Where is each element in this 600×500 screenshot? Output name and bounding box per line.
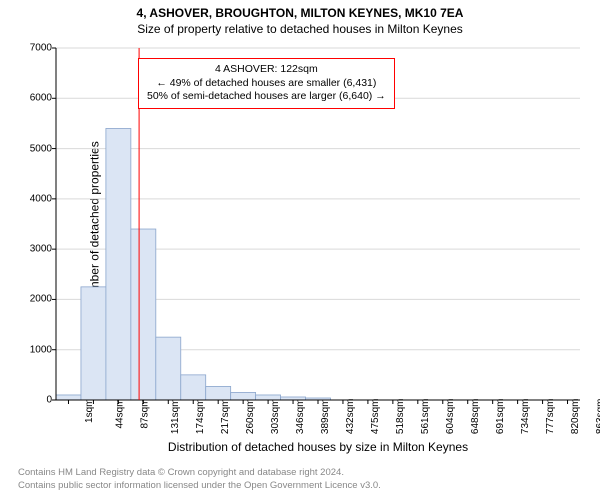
x-tick-label: 518sqm (395, 399, 406, 435)
bar (206, 386, 231, 400)
bar (231, 392, 256, 400)
y-tick-label: 3000 (22, 244, 52, 255)
y-tick-label: 2000 (22, 294, 52, 305)
bar (131, 229, 156, 400)
x-tick-label: 820sqm (570, 399, 581, 435)
x-tick-label: 174sqm (195, 399, 206, 435)
bar (156, 337, 181, 400)
x-tick-label: 432sqm (345, 399, 356, 435)
bar (56, 395, 81, 400)
y-tick-label: 5000 (22, 143, 52, 154)
footer-line: Contains HM Land Registry data © Crown c… (18, 467, 381, 479)
x-tick-label: 734sqm (520, 399, 531, 435)
chart-subtitle: Size of property relative to detached ho… (0, 20, 600, 36)
x-tick-label: 863sqm (595, 399, 600, 435)
bar (81, 287, 106, 400)
x-tick-label: 217sqm (220, 399, 231, 435)
x-tick-label: 777sqm (545, 399, 556, 435)
x-tick-label: 303sqm (270, 399, 281, 435)
annotation-line: ← 49% of detached houses are smaller (6,… (147, 77, 386, 91)
bar (181, 375, 206, 400)
annotation-line: 4 ASHOVER: 122sqm (147, 63, 386, 77)
x-tick-label: 389sqm (320, 399, 331, 435)
x-tick-label: 604sqm (445, 399, 456, 435)
annotation-box: 4 ASHOVER: 122sqm← 49% of detached house… (138, 58, 395, 109)
x-ticks: 1sqm44sqm87sqm131sqm174sqm217sqm260sqm30… (56, 400, 580, 440)
x-tick-label: 648sqm (470, 399, 481, 435)
chart-container: 4, ASHOVER, BROUGHTON, MILTON KEYNES, MK… (0, 0, 600, 500)
chart-title: 4, ASHOVER, BROUGHTON, MILTON KEYNES, MK… (0, 0, 600, 20)
plot-area: Number of detached properties Distributi… (56, 48, 580, 400)
x-tick-label: 131sqm (170, 399, 181, 435)
bar (256, 395, 281, 400)
x-tick-label: 44sqm (115, 399, 126, 429)
x-tick-label: 87sqm (140, 399, 151, 429)
x-tick-label: 475sqm (370, 399, 381, 435)
y-tick-label: 7000 (22, 43, 52, 54)
footer: Contains HM Land Registry data © Crown c… (18, 467, 381, 492)
x-axis-label: Distribution of detached houses by size … (168, 440, 468, 454)
bar (106, 128, 131, 400)
footer-line: Contains public sector information licen… (18, 480, 381, 492)
y-tick-label: 4000 (22, 193, 52, 204)
x-tick-label: 561sqm (420, 399, 431, 435)
x-tick-label: 260sqm (245, 399, 256, 435)
x-tick-label: 346sqm (295, 399, 306, 435)
y-tick-label: 6000 (22, 93, 52, 104)
annotation-line: 50% of semi-detached houses are larger (… (147, 90, 386, 104)
y-tick-label: 0 (22, 395, 52, 406)
y-tick-label: 1000 (22, 344, 52, 355)
y-ticks: 01000200030004000500060007000 (22, 48, 52, 400)
x-tick-label: 691sqm (495, 399, 506, 435)
